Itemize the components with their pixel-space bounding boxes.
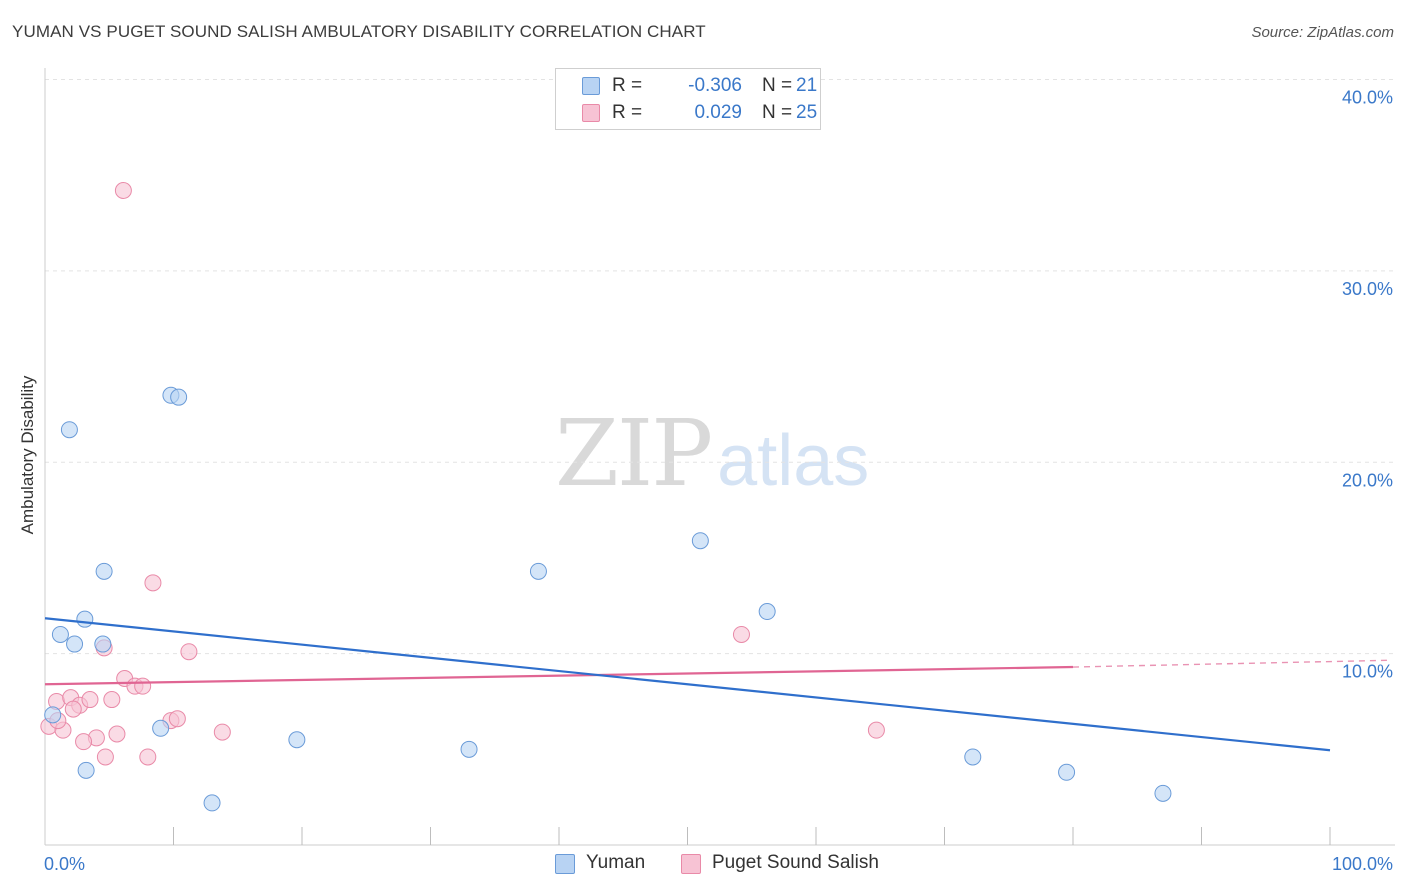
yuman-point (529, 562, 547, 580)
watermark-atlas: atlas (717, 421, 870, 501)
legend-label-puget-sound-salish: Puget Sound Salish (712, 852, 879, 873)
salish-point (75, 733, 93, 751)
yuman-point (691, 532, 709, 550)
n-value: 21 (796, 75, 818, 96)
y-axis-label: Ambulatory Disability (18, 375, 37, 535)
yuman-point (203, 794, 221, 812)
yuman-point (288, 731, 306, 749)
yuman-point (77, 761, 95, 779)
r-label: R = (612, 75, 643, 96)
salish-point (144, 574, 162, 592)
salish-swatch (681, 854, 701, 874)
r-value: 0.029 (694, 102, 742, 123)
yuman-point (76, 610, 94, 628)
salish-point (732, 625, 750, 643)
x-tick-label: 100.0% (1332, 854, 1393, 874)
salish-point (114, 181, 132, 199)
yuman-point (44, 706, 62, 724)
yuman-point (758, 603, 776, 621)
n-label: N = (762, 102, 793, 123)
y-tick-label: 10.0% (1342, 662, 1393, 682)
zipatlas-watermark: ZIPatlas (555, 400, 869, 507)
r-value: -0.306 (688, 75, 742, 96)
yuman-swatch (582, 77, 600, 95)
n-label: N = (762, 75, 793, 96)
salish-point (96, 748, 114, 766)
salish-point (139, 748, 157, 766)
source-credit: Source: ZipAtlas.com (1251, 24, 1394, 41)
yuman-point (60, 421, 78, 439)
yuman-point (152, 719, 170, 737)
salish-point (168, 710, 186, 728)
yuman-point (964, 748, 982, 766)
x-tick-label: 0.0% (44, 854, 85, 874)
salish-point (64, 700, 82, 718)
salish-point (134, 677, 152, 695)
watermark-zip: ZIP (555, 400, 713, 507)
legend-label-yuman: Yuman (586, 852, 646, 873)
salish-trendline (44, 665, 1074, 686)
salish-point (180, 643, 198, 661)
yuman-trendline (44, 617, 1331, 752)
salish-point (867, 721, 885, 739)
y-tick-label: 30.0% (1342, 279, 1393, 299)
salish-point (81, 691, 99, 709)
r-label: R = (612, 102, 643, 123)
yuman-point (94, 635, 112, 653)
correlation-legend: R = -0.306 N = 21 R = 0.029 N = 25 (555, 68, 821, 130)
yuman-point (460, 740, 478, 758)
salish-trendline-extension (1072, 659, 1391, 668)
yuman-point (170, 388, 188, 406)
yuman-point (1058, 763, 1076, 781)
salish-point (213, 723, 231, 741)
salish-point (103, 691, 121, 709)
salish-swatch (582, 104, 600, 122)
y-tick-label: 40.0% (1342, 88, 1393, 108)
yuman-point (95, 562, 113, 580)
yuman-point (1154, 784, 1172, 802)
chart-title: YUMAN VS PUGET SOUND SALISH AMBULATORY D… (12, 22, 706, 41)
n-value: 25 (796, 102, 818, 123)
yuman-point (51, 625, 69, 643)
salish-point (108, 725, 126, 743)
y-tick-label: 20.0% (1342, 470, 1393, 490)
yuman-swatch (555, 854, 575, 874)
yuman-point (66, 635, 84, 653)
